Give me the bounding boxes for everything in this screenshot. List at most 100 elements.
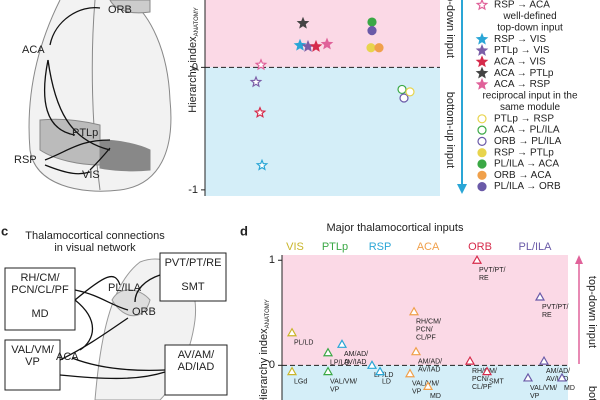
thalamus-box: [159, 252, 227, 302]
brain-label: ORB: [108, 4, 132, 16]
panel-title: in visual network: [54, 242, 136, 254]
circle-marker: [477, 114, 487, 124]
triangle-marker: [534, 291, 546, 301]
circle-marker: [366, 43, 376, 53]
y-tick-label: -1: [188, 184, 198, 196]
y-axis-label-sub: ANATOMY: [194, 7, 200, 36]
group-header: ACA: [417, 241, 440, 253]
brain-label: ACA: [22, 44, 45, 56]
y-axis-label-main: Hierarchy index: [187, 36, 199, 113]
star-marker: [475, 44, 489, 56]
triangle-marker: [322, 366, 334, 376]
y-tick-label: 0: [192, 61, 198, 73]
connection-arrow: [74, 276, 121, 301]
brain-label: VIS: [82, 169, 100, 181]
group-header: PL/ILA: [518, 241, 552, 253]
arrow-label-bottom: bottom-up input: [444, 92, 456, 168]
connection-arrow: [71, 357, 166, 371]
area-label: PL/ILA: [108, 282, 142, 294]
brain-region: [111, 289, 151, 317]
connection-arrow: [74, 289, 129, 311]
box-text: VP: [25, 356, 40, 368]
circle-marker: [399, 93, 409, 103]
star-marker: [475, 77, 489, 90]
point-label: VAL/VM/: [330, 378, 357, 385]
triangle-marker: [286, 366, 298, 376]
star-marker: [249, 75, 263, 88]
legend-label: RSP → PTLp: [494, 147, 554, 158]
connection-arrow: [59, 371, 166, 380]
point-label: MD: [430, 393, 441, 400]
point-label: AV/IAD: [418, 367, 440, 374]
circle-marker: [374, 43, 384, 53]
connection-arrow: [59, 317, 129, 361]
point-label: VP: [412, 389, 422, 396]
point-label: PVT/PT/: [542, 304, 569, 311]
legend-label: ACA → RSP: [494, 79, 550, 90]
point-label: AV/IAD: [546, 376, 568, 383]
panel-letter: d: [240, 223, 248, 238]
brain-arrows: [43, 7, 111, 175]
circle-marker: [477, 182, 487, 192]
legend-label: PTLp → VIS: [494, 45, 550, 56]
legend-label: ACA → VIS: [494, 57, 546, 68]
legend-label: ORB → PL/ILA: [494, 136, 562, 147]
circle-marker: [397, 84, 407, 95]
triangle-marker: [522, 372, 534, 382]
box-text: AD/IAD: [178, 361, 215, 373]
triangle-marker: [286, 327, 298, 337]
point-label: AM/AD/: [344, 351, 368, 358]
y-tick-label: 1: [269, 254, 275, 266]
star-marker: [253, 106, 267, 118]
triangle-marker: [366, 360, 378, 369]
point-label: VAL/VM/: [412, 381, 439, 388]
group-header: ORB: [468, 241, 492, 253]
legend-label: RSP → VIS: [494, 34, 546, 45]
group-header: PTLp: [322, 241, 348, 253]
point-label: CL/PF: [472, 384, 492, 391]
y-axis-label-main: Hierarchy index: [258, 328, 270, 400]
brain-top: [28, 0, 172, 192]
point-label: VAL/VM/: [530, 385, 557, 392]
circle-marker: [405, 87, 415, 97]
star-marker: [255, 158, 269, 171]
triangle-marker: [538, 355, 550, 365]
connection-arrows: [59, 274, 166, 380]
area-label: ACA: [56, 351, 79, 363]
top-down-region: [205, 0, 440, 68]
star-marker: [475, 32, 489, 45]
box-text: SMT: [181, 281, 205, 293]
legend-label: PL/ILA → ACA: [494, 159, 559, 170]
circle-marker: [477, 148, 487, 158]
arrow-label-top: top-down input: [444, 0, 456, 58]
panel-title: Major thalamocortical inputs: [327, 222, 464, 234]
point-label: PCN/: [416, 327, 433, 334]
legend-label: ACA → PTLp: [494, 68, 554, 79]
thalamus-box: [164, 344, 228, 396]
circle-marker: [477, 170, 487, 180]
area-label: ORB: [132, 306, 156, 318]
triangle-marker: [404, 368, 416, 378]
circle-marker: [367, 17, 377, 27]
point-label: AV/IAD: [344, 359, 366, 366]
triangle-marker: [471, 255, 483, 264]
box-text: AV/AM/: [178, 349, 215, 361]
group-header: VIS: [286, 241, 304, 253]
legend-label: PL/ILA → ORB: [494, 181, 561, 192]
star-marker: [475, 55, 489, 68]
star-marker: [320, 37, 334, 50]
point-label: PL/LD: [294, 340, 313, 347]
arrow-head: [575, 255, 583, 264]
point-label: PVT/PT/: [479, 267, 506, 274]
legend-label: RSP → ACA: [494, 0, 550, 11]
triangle-marker: [374, 366, 386, 376]
point-label: AM/AD/: [418, 359, 442, 366]
circle-marker: [367, 26, 377, 36]
triangle-marker: [422, 381, 434, 390]
box-text: MD: [31, 308, 48, 320]
triangle-marker: [464, 355, 476, 365]
star-marker: [475, 0, 489, 11]
triangle-marker: [322, 347, 334, 357]
